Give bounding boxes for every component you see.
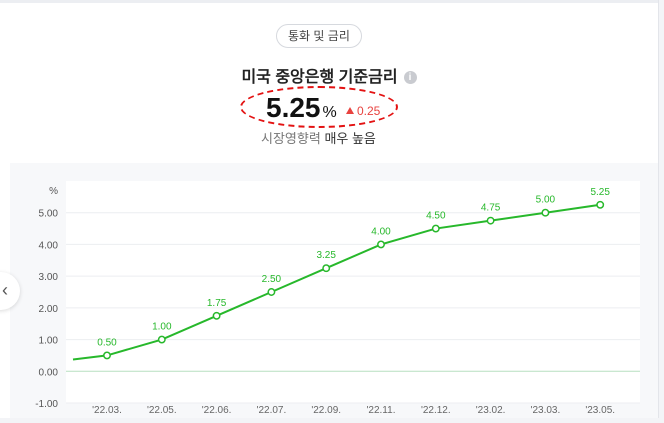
rate-title-text: 미국 중앙은행 기준금리 — [241, 69, 398, 86]
data-label: 4.50 — [426, 211, 446, 222]
data-label: 4.00 — [371, 226, 391, 237]
data-label: 5.25 — [590, 187, 610, 198]
y-tick-label: -1.00 — [35, 399, 58, 410]
data-label: 4.75 — [481, 203, 501, 214]
data-point — [377, 240, 385, 249]
influence-level: 매우 높음 — [324, 131, 376, 146]
rate-title: 미국 중앙은행 기준금리 i — [0, 63, 658, 87]
x-tick-label: '22.09. — [311, 405, 341, 416]
chart-area: -1.00 0.00 1.00 2.00 3.00 4.00 5.00% '22.03. '22… — [10, 163, 658, 418]
data-point — [541, 208, 550, 217]
y-tick-label: 5.00 — [39, 209, 59, 220]
plot-background — [66, 181, 640, 403]
data-label: 3.25 — [316, 250, 336, 261]
y-tick-label: 3.00 — [39, 272, 59, 283]
data-label: 2.50 — [262, 274, 282, 285]
x-tick-label: '23.05. — [585, 405, 615, 416]
data-label: 5.00 — [536, 195, 556, 206]
x-tick-label: '22.05. — [147, 405, 177, 416]
x-tick-label: '23.02. — [476, 405, 506, 416]
x-tick-label: '22.07. — [257, 405, 287, 416]
x-tick-label: '22.12. — [421, 405, 451, 416]
y-tick-label: 2.00 — [39, 304, 59, 315]
data-point — [596, 200, 605, 209]
data-label: 1.75 — [207, 298, 227, 309]
data-label: 1.00 — [152, 322, 172, 333]
x-tick-label: '22.11. — [367, 405, 396, 416]
y-tick-label: 0.00 — [39, 367, 59, 378]
market-influence: 시장영향력 매우 높음 — [261, 128, 376, 147]
chevron-left-icon: ‹ — [2, 280, 8, 300]
highlight-ellipse — [240, 86, 398, 128]
rate-line-chart: -1.00 0.00 1.00 2.00 3.00 4.00 5.00% '22.03. '22… — [35, 181, 640, 416]
x-tick-label: '22.06. — [202, 405, 232, 416]
data-label: 0.50 — [97, 337, 117, 348]
influence-label: 시장영향력 — [261, 131, 321, 146]
data-point — [103, 351, 111, 360]
data-point — [486, 216, 495, 225]
y-tick-label: 1.00 — [39, 336, 59, 347]
data-point — [267, 288, 276, 296]
y-tick-label: 4.00 — [39, 240, 59, 251]
data-point — [157, 335, 166, 344]
data-point — [322, 264, 331, 273]
top-divider — [0, 0, 658, 3]
prev-button[interactable]: ‹ — [0, 272, 20, 310]
data-point — [431, 224, 440, 233]
data-point — [212, 311, 221, 320]
y-axis-unit: % — [49, 186, 58, 197]
category-pill[interactable]: 통화 및 금리 — [276, 24, 362, 48]
x-tick-label: '23.03. — [531, 405, 561, 416]
x-tick-label: '22.03. — [92, 405, 122, 416]
info-icon[interactable]: i — [403, 71, 417, 84]
